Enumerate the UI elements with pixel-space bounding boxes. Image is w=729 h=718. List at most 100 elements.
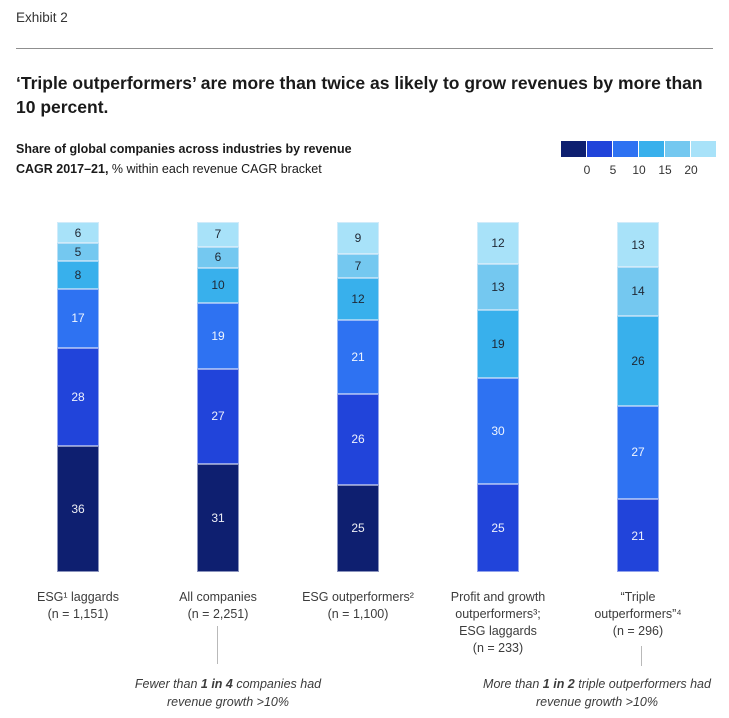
stacked-bar-chart: 6 5 8 17 28 36 ESG¹ laggards (n = 1,151) 7 6 10 19 2… [8, 222, 708, 657]
bar-segment-10–15: 8 [57, 260, 99, 289]
subtitle-line-2: CAGR 2017–21, % within each revenue CAGR… [16, 159, 352, 179]
bar-segment-15–20: 13 [477, 264, 519, 311]
bar-column: 6 5 8 17 28 36 ESG¹ laggards (n = 1,151) [8, 222, 148, 657]
bar-segment->20: 6 [57, 222, 99, 243]
bar-segment-15–20: 14 [617, 267, 659, 316]
segment-value: 25 [491, 520, 505, 535]
annotation-fewer-than-1-in-4: Fewer than 1 in 4 companies had revenue … [68, 676, 388, 711]
connector-line-triple-outperformers [641, 646, 642, 666]
category-label-line: (n = 296) [612, 624, 664, 638]
segment-value: 12 [491, 236, 505, 251]
segment-value: 9 [354, 230, 362, 245]
page-title: ‘Triple outperformers’ are more than twi… [16, 73, 703, 117]
bar-segment-5–10: 27 [617, 405, 659, 500]
legend-swatch-5–10 [613, 141, 638, 157]
category-label-line: (n = 233) [472, 641, 524, 655]
annotation-text: companies had [232, 677, 322, 691]
bar-segment-10–15: 19 [477, 310, 519, 378]
legend-swatch->20 [691, 141, 716, 157]
segment-value: 14 [631, 284, 645, 299]
bar-segment->20: 12 [477, 222, 519, 265]
segment-value: 36 [71, 502, 85, 516]
stacked-bar: 9 7 12 21 26 25 [337, 222, 379, 572]
category-label-line: (n = 1,100) [327, 607, 389, 621]
legend-tick-label: 15 [658, 163, 672, 177]
bar-segment-15–20: 6 [197, 246, 239, 268]
segment-value: 17 [71, 311, 85, 326]
chart-subtitle: Share of global companies across industr… [16, 139, 352, 179]
category-label-line: (n = 2,251) [187, 607, 249, 621]
category-label-line: outperformers³; [455, 607, 541, 621]
segment-value: 12 [351, 292, 365, 306]
segment-value: 7 [214, 227, 222, 242]
bar-segment-0–5: 27 [197, 369, 239, 464]
legend-swatch-<0 [561, 141, 586, 157]
segment-value: 6 [214, 250, 222, 264]
legend-swatch-15–20 [665, 141, 690, 157]
subtitle-bold-text-2: CAGR 2017–21, [16, 162, 109, 176]
bar-column: 12 13 19 30 25 Profit and growth outperformers… [428, 222, 568, 657]
annotation-more-than-1-in-2: More than 1 in 2 triple outperformers ha… [437, 676, 729, 711]
bar-column: 13 14 26 27 21 “Triple outperformers”⁴ (n = 296… [568, 222, 708, 657]
bar-segment-5–10: 21 [337, 320, 379, 394]
segment-value: 21 [631, 528, 645, 543]
bar-segment-0–5: 26 [337, 393, 379, 485]
segment-value: 30 [491, 423, 505, 438]
bar-segment-0–5: 25 [477, 483, 519, 572]
segment-value: 26 [631, 353, 645, 368]
bar-segment-10–15: 12 [337, 278, 379, 320]
segment-value: 10 [211, 278, 225, 292]
segment-value: 19 [211, 328, 225, 343]
category-label-line: ESG¹ laggards [37, 590, 119, 604]
exhibit-label: Exhibit 2 [16, 10, 68, 25]
category-label-line: “Triple [620, 590, 656, 604]
annotation-bold-text: 1 in 4 [200, 677, 233, 691]
legend-tick-label: 5 [609, 163, 617, 177]
category-label-line: ESG outperformers² [302, 590, 414, 604]
stacked-bar: 13 14 26 27 21 [617, 222, 659, 572]
bar-segment->20: 13 [617, 222, 659, 268]
category-label-line: outperformers”⁴ [594, 607, 682, 621]
annotation-bold-text: 1 in 2 [542, 677, 575, 691]
segment-value: 27 [631, 445, 645, 460]
bar-segment-5–10: 19 [197, 302, 239, 369]
annotation-text: More than [483, 677, 543, 691]
category-label-line: Profit and growth [450, 590, 546, 604]
category-label: “Triple outperformers”⁴ (n = 296) [594, 589, 681, 640]
category-label-line: ESG laggards [459, 624, 537, 638]
segment-value: 21 [351, 349, 365, 364]
segment-value: 13 [631, 237, 645, 252]
legend-tick-labels: 0 5 10 15 20 [574, 163, 716, 177]
bar-segment-5–10: 30 [477, 377, 519, 484]
segment-value: 19 [491, 336, 505, 351]
segment-value: 26 [351, 432, 365, 446]
subtitle-bold-text-1: Share of global companies across industr… [16, 142, 352, 156]
subtitle-regular-text: % within each revenue CAGR bracket [108, 162, 322, 176]
legend-tick-label: 20 [684, 163, 698, 177]
segment-value: 8 [74, 267, 82, 282]
bar-segment-<0: 25 [337, 484, 379, 572]
bar-segment-5–10: 17 [57, 288, 99, 348]
segment-value: 7 [354, 258, 362, 273]
legend-tick-label: 0 [583, 163, 591, 177]
bar-segment->20: 7 [197, 222, 239, 247]
segment-value: 6 [74, 225, 82, 240]
annotation-line: More than 1 in 2 triple outperformers ha… [437, 676, 729, 694]
bar-segment-10–15: 10 [197, 267, 239, 303]
annotation-line: revenue growth >10% [536, 694, 658, 709]
legend-swatch-0–5 [587, 141, 612, 157]
bar-segment-<0: 36 [57, 446, 99, 572]
category-label: All companies (n = 2,251) [179, 589, 257, 623]
stacked-bar: 7 6 10 19 27 31 [197, 222, 239, 572]
bar-column: 9 7 12 21 26 25 ESG outperformers² (n = 1,100) [288, 222, 428, 657]
subtitle-line-1: Share of global companies across industr… [16, 139, 352, 159]
bar-segment-15–20: 7 [337, 253, 379, 278]
bar-segment-<0: 31 [197, 463, 239, 572]
segment-value: 31 [211, 510, 225, 525]
legend-swatch-10–15 [639, 141, 664, 157]
bar-column: 7 6 10 19 27 31 All companies (n = 2,251) [148, 222, 288, 657]
annotation-line: Fewer than 1 in 4 companies had [68, 676, 388, 694]
connector-line-all-companies [217, 626, 218, 664]
legend: 0 5 10 15 20 [561, 141, 716, 177]
bar-segment-15–20: 5 [57, 243, 99, 261]
